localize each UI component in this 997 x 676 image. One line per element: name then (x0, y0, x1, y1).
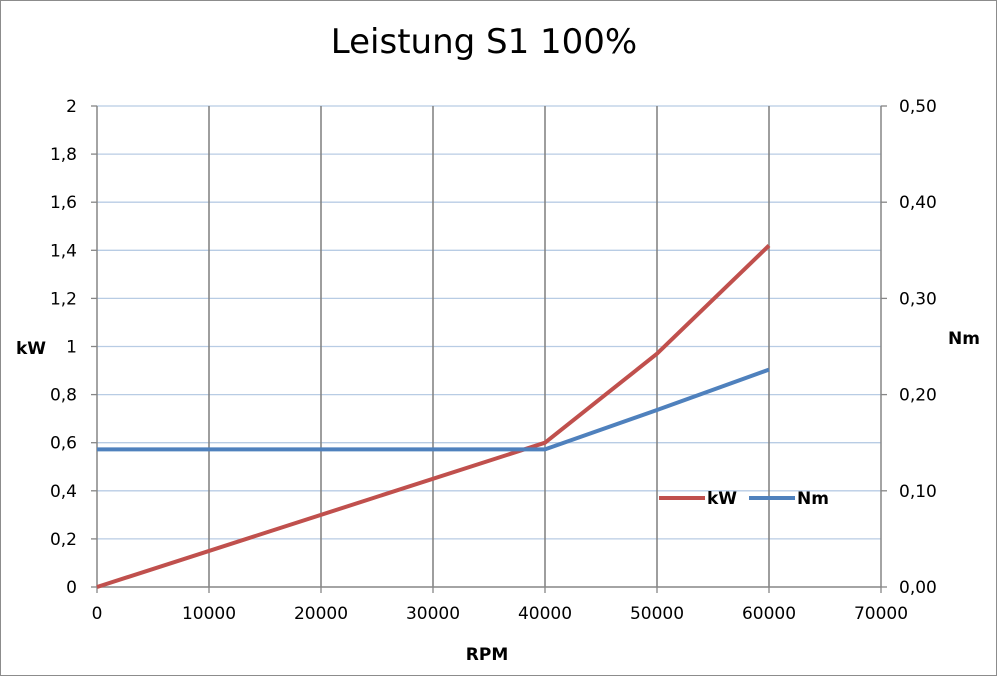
grid-lines (97, 105, 881, 587)
y2-tick-label: 0,00 (899, 578, 937, 598)
y-axis-title: kW (16, 339, 46, 359)
y-tick-label: 1,8 (50, 145, 77, 165)
y-tick-label: 2 (66, 97, 77, 117)
x-axis-title: RPM (466, 645, 508, 665)
y2-tick-label: 0,40 (899, 193, 937, 213)
y2-tick-label: 0,30 (899, 289, 937, 309)
y-tick-labels: 0 0,2 0,4 0,6 0,8 1 1,2 1,4 1,6 1,8 2 (50, 97, 77, 598)
legend-label-kw: kW (707, 489, 737, 509)
y-tick-label: 0,8 (50, 386, 77, 406)
legend-label-nm: Nm (797, 489, 829, 509)
x-tick-label: 20000 (294, 604, 348, 624)
x-tick-label: 0 (92, 604, 103, 624)
x-tick-labels: 0 10000 20000 30000 40000 50000 60000 70000 (92, 604, 908, 624)
y2-tick-label: 0,50 (899, 97, 937, 117)
y2-tick-labels: 0,00 0,10 0,20 0,30 0,40 0,50 (899, 97, 937, 598)
series-line-kw (96, 244, 771, 589)
y-tick-label: 1 (66, 338, 77, 358)
series-lines (96, 244, 771, 589)
x-tick-label: 40000 (518, 604, 572, 624)
y-tick-label: 0,4 (50, 482, 77, 502)
y-tick-label: 0 (66, 578, 77, 598)
y-tick-label: 1,6 (50, 193, 77, 213)
legend: kW Nm (659, 489, 829, 509)
y-tick-label: 1,2 (50, 289, 77, 309)
x-tick-label: 60000 (742, 604, 796, 624)
series-line-nm (97, 367, 770, 452)
chart-title: Leistung S1 100% (331, 22, 637, 62)
axes (91, 105, 887, 593)
y2-tick-label: 0,20 (899, 386, 937, 406)
y2-axis-title: Nm (948, 329, 980, 349)
y-tick-label: 1,4 (50, 241, 77, 261)
x-tick-label: 50000 (630, 604, 684, 624)
y-tick-label: 0,6 (50, 434, 77, 454)
y2-tick-label: 0,10 (899, 482, 937, 502)
x-tick-label: 70000 (854, 604, 908, 624)
y-tick-label: 0,2 (50, 530, 77, 550)
x-tick-label: 10000 (182, 604, 236, 624)
x-tick-label: 30000 (406, 604, 460, 624)
